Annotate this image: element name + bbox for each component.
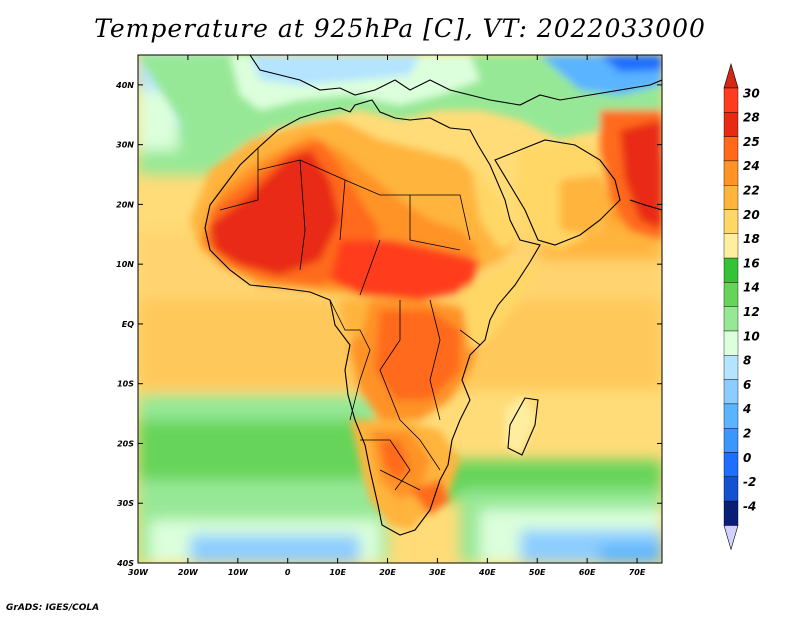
colorbar-segment	[723, 87, 739, 113]
colorbar-segment	[723, 500, 739, 526]
coastlines	[204, 55, 662, 536]
colorbar-label: -4	[743, 499, 756, 513]
lon-tick-label: 20E	[379, 568, 396, 577]
axis-ticks	[137, 55, 662, 564]
lon-tick-label: 0	[285, 568, 291, 577]
lat-tick-label: 30S	[117, 499, 134, 508]
madagascar-coastline	[507, 397, 539, 456]
lat-tick-label: 10S	[117, 380, 134, 389]
colorbar-label: 4	[742, 402, 751, 416]
colorbar-label: 24	[743, 159, 760, 173]
colorbar-segment	[723, 209, 739, 234]
lon-tick-label: 30W	[128, 568, 149, 577]
colorbar-label: 8	[743, 354, 751, 368]
lon-tick-label: 30E	[429, 568, 446, 577]
india-coastline	[629, 199, 662, 211]
colorbar-label: 14	[743, 281, 760, 295]
colorbar-label: -2	[743, 475, 756, 489]
colorbar-segment	[723, 452, 739, 477]
colorbar-segment	[723, 379, 739, 405]
colorbar-segment	[723, 282, 739, 307]
colorbar-segment	[723, 160, 739, 186]
colorbar-label: 28	[743, 111, 760, 125]
latitude-labels: 40N 30N 20N 10N EQ 10S 20S 30S 40S	[115, 81, 134, 568]
map-title: Temperature at 925hPa [C], VT: 202203300…	[94, 14, 706, 43]
lat-tick-label: EQ	[122, 320, 134, 329]
colorbar-label: 12	[743, 305, 760, 319]
colorbar-label: 10	[743, 329, 760, 343]
colorbar-label: 0	[743, 451, 751, 465]
colorbar-segment	[723, 355, 739, 380]
colorbar-segment	[723, 428, 739, 453]
colorbar-label: 2	[743, 426, 751, 440]
lat-tick-label: 20S	[117, 439, 134, 448]
lon-tick-label: 10E	[329, 568, 346, 577]
lat-tick-label: 30N	[116, 141, 134, 150]
colorbar-label: 6	[743, 378, 751, 392]
lat-tick-label: 40N	[115, 81, 134, 90]
lon-tick-label: 50E	[529, 568, 546, 577]
lat-tick-label: 40S	[116, 559, 134, 568]
lat-tick-label: 10N	[116, 260, 134, 269]
lon-tick-label: 20W	[178, 568, 199, 577]
lon-tick-label: 70E	[629, 568, 646, 577]
colorbar-top-arrow	[723, 62, 739, 89]
colorbar-segment	[723, 136, 739, 162]
map-frame	[137, 54, 663, 564]
longitude-labels: 30W 20W 10W 0 10E 20E 30E 40E 50E 60E 70E	[128, 568, 646, 577]
lon-tick-label: 10W	[228, 568, 249, 577]
colorbar-segment	[723, 476, 739, 502]
grads-credit: GrADS: IGES/COLA	[6, 603, 100, 613]
lat-tick-label: 20N	[116, 200, 134, 209]
arabia-coastline	[494, 139, 621, 246]
colorbar-bottom-arrow	[723, 525, 739, 551]
colorbar-label: 22	[743, 183, 760, 197]
colorbar-segment	[723, 184, 739, 210]
lon-tick-label: 60E	[579, 568, 596, 577]
colorbar-segment	[723, 112, 739, 137]
lon-tick-label: 40E	[478, 568, 496, 577]
colorbar-label: 16	[743, 256, 760, 270]
europe-coastline	[249, 55, 662, 106]
colorbar-label: 30	[743, 86, 760, 100]
colorbar-segment	[723, 330, 739, 356]
colorbar-label: 25	[743, 135, 760, 149]
africa-coastline	[204, 99, 541, 536]
colorbar-segment	[723, 233, 739, 259]
country-borders	[219, 148, 481, 491]
colorbar-label: 18	[743, 232, 760, 246]
colorbar-label: 20	[743, 208, 760, 222]
colorbar-segment	[723, 306, 739, 332]
colorbar-segment	[723, 257, 739, 283]
colorbar-segment	[723, 403, 739, 429]
